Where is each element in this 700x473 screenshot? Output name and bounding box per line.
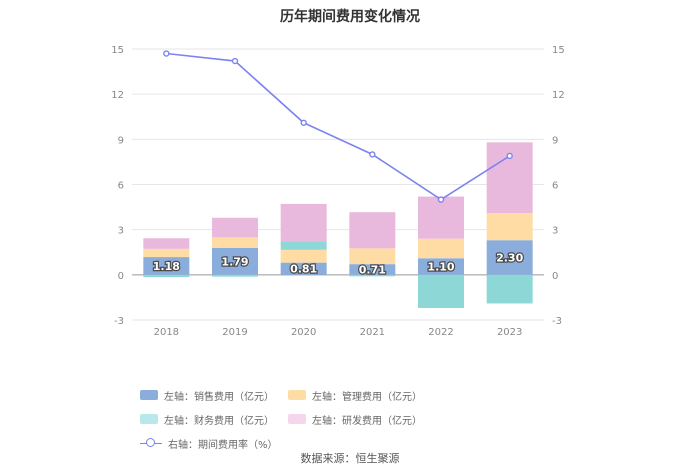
line-point-2018 (163, 50, 170, 57)
x-axis-tick-label: 2021 (360, 327, 385, 338)
left-axis-tick-label: 6 (118, 181, 124, 192)
left-axis-tick-label: -3 (114, 316, 124, 327)
source-note: 数据来源：恒生聚源 (300, 452, 400, 465)
right-axis-tick-label: 12 (552, 90, 565, 101)
right-axis-tick-label: 3 (552, 226, 558, 237)
x-axis-tick-label: 2018 (154, 327, 179, 338)
legend-item-sales[interactable]: 左轴：销售费用（亿元） (140, 388, 274, 403)
bar-sales-2023 (486, 240, 533, 275)
data-label-sales-2019: 1.79 (221, 255, 248, 268)
bar-sales-2018 (143, 257, 190, 275)
legend-swatch-finance (140, 414, 158, 424)
x-axis-tick-label: 2020 (291, 327, 316, 338)
bar-finance-2022 (418, 274, 464, 308)
bar-finance-2023 (486, 274, 533, 304)
legend-item-rate[interactable]: 右轴：期间费用率（%） (140, 436, 278, 451)
bar-finance-2021 (349, 274, 396, 277)
data-label-sales-2018: 1.18 (153, 260, 180, 273)
line-point-2022 (437, 196, 445, 203)
bar-sales-2020 (280, 262, 327, 275)
legend: 左轴：销售费用（亿元） 左轴：管理费用（亿元） 左轴：财务费用（亿元） 左轴：研… (140, 388, 570, 451)
bar-admin-2020 (280, 249, 327, 263)
data-label-sales-2021: 0.71 (359, 263, 386, 276)
legend-item-finance[interactable]: 左轴：财务费用（亿元） (140, 412, 274, 427)
bar-finance-2020 (280, 241, 327, 250)
bar-sales-2022 (418, 258, 464, 275)
bar-admin-2021 (349, 248, 396, 265)
legend-label-finance: 左轴：财务费用（亿元） (164, 415, 274, 427)
legend-item-rnd[interactable]: 左轴：研发费用（亿元） (288, 412, 422, 427)
right-axis-tick-label: 15 (552, 45, 565, 56)
right-axis-tick-label: 9 (552, 135, 558, 146)
bar-rnd-2018 (143, 238, 190, 249)
left-axis-tick-label: 0 (118, 271, 124, 282)
legend-swatch-sales (140, 390, 158, 400)
right-axis-tick-label: 6 (552, 181, 558, 192)
data-label-sales-2023: 2.30 (496, 252, 523, 265)
legend-swatch-rnd (288, 414, 306, 424)
line-point-2020 (300, 119, 307, 126)
legend-item-admin[interactable]: 左轴：管理费用（亿元） (288, 388, 422, 403)
legend-label-sales: 左轴：销售费用（亿元） (164, 391, 274, 403)
legend-label-admin: 左轴：管理费用（亿元） (312, 391, 422, 403)
data-label-sales-2022: 1.10 (427, 261, 454, 274)
data-label-sales-2020: 0.81 (290, 263, 317, 276)
bar-sales-2021 (349, 264, 396, 275)
bar-admin-2019 (212, 237, 258, 248)
bar-sales-2019 (212, 247, 258, 275)
line-rate (166, 52, 511, 201)
right-axis-tick-label: -3 (552, 316, 562, 327)
line-point-2019 (231, 57, 239, 65)
line-point-2023 (506, 152, 513, 160)
legend-label-rnd: 左轴：研发费用（亿元） (312, 415, 422, 427)
bar-finance-2019 (212, 274, 258, 277)
chart-title: 历年期间费用变化情况 (280, 9, 420, 25)
bar-rnd-2019 (212, 217, 258, 238)
bar-admin-2022 (418, 238, 464, 259)
left-axis-tick-label: 9 (118, 135, 124, 146)
legend-swatch-admin (288, 390, 306, 400)
x-axis-tick-label: 2019 (222, 327, 247, 338)
legend-swatch-rate (140, 437, 162, 449)
bar-admin-2023 (486, 213, 533, 241)
x-axis-tick-label: 2023 (497, 327, 522, 338)
left-axis-tick-label: 15 (111, 45, 124, 56)
legend-label-rate: 右轴：期间费用率（%） (168, 439, 278, 451)
bar-finance-2018 (143, 274, 190, 278)
line-point-2021 (369, 151, 376, 158)
right-axis-tick-label: 0 (552, 271, 558, 282)
bar-admin-2018 (143, 248, 190, 258)
bar-rnd-2020 (280, 203, 327, 242)
x-axis-tick-label: 2022 (428, 327, 453, 338)
left-axis-tick-label: 12 (111, 90, 124, 101)
bar-rnd-2022 (418, 196, 464, 239)
left-axis-tick-label: 3 (118, 226, 124, 237)
bar-rnd-2021 (349, 212, 396, 249)
